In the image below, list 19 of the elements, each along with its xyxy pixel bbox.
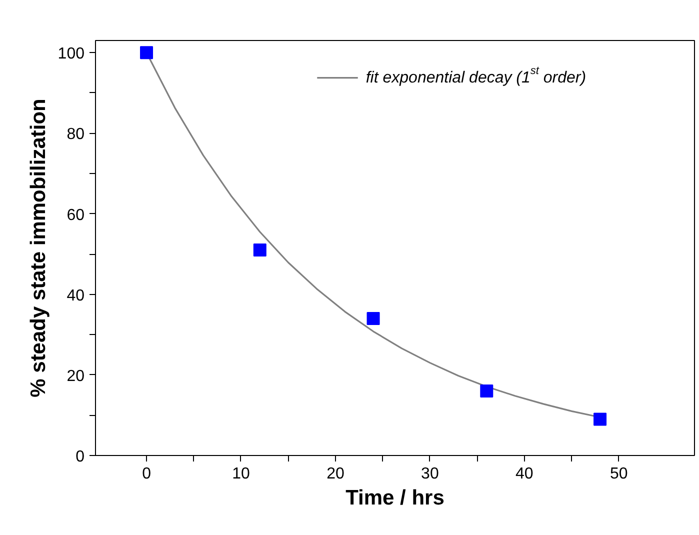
x-tick-label: 40 bbox=[516, 466, 534, 482]
y-tick-label: 80 bbox=[66, 126, 85, 144]
x-tick-label: 30 bbox=[421, 466, 439, 482]
point bbox=[594, 412, 607, 426]
x-tick-label: 20 bbox=[326, 466, 344, 482]
x-tick-label: 0 bbox=[142, 466, 152, 482]
point bbox=[140, 46, 154, 60]
y-tick-label: 40 bbox=[66, 287, 85, 304]
y-tick-label: 0 bbox=[76, 448, 85, 466]
y-axis-title: % steady state immobilization bbox=[26, 98, 50, 398]
x-tick-label: 10 bbox=[232, 466, 250, 482]
point bbox=[366, 312, 380, 326]
point bbox=[253, 244, 266, 257]
y-tick-label: 20 bbox=[66, 368, 85, 385]
x-axis-title: Time / hrs bbox=[346, 486, 444, 510]
point bbox=[480, 384, 494, 398]
y-tick-label: 60 bbox=[66, 206, 85, 224]
y-tick-label: 100 bbox=[58, 46, 85, 63]
x-tick-label: 50 bbox=[610, 466, 628, 482]
